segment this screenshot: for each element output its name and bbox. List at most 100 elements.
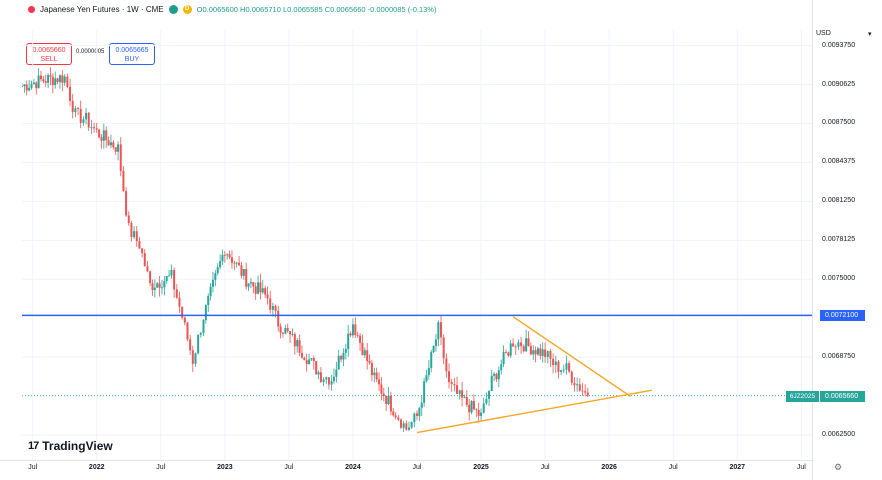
candle-body (165, 276, 168, 282)
candle-body (517, 342, 520, 347)
time-tick: 2022 (88, 464, 105, 471)
candle-body (226, 254, 229, 256)
sell-button[interactable]: 0.0065660 SELL (26, 43, 72, 65)
candle-body (310, 358, 313, 360)
candle-body (361, 342, 364, 356)
candle-body (173, 269, 176, 290)
candle-body (527, 338, 530, 347)
candle-body (432, 345, 435, 353)
candle-body (437, 322, 440, 340)
candle-body (216, 267, 219, 274)
candle-body (366, 350, 369, 362)
candle-body (560, 370, 563, 372)
candle-body (423, 381, 426, 403)
candle-body (117, 144, 120, 152)
candle-body (557, 361, 560, 372)
candle-body (95, 128, 98, 130)
sell-price: 0.0065660 (32, 47, 66, 54)
chevron-down-icon[interactable]: ▾ (868, 31, 872, 38)
delayed-badge[interactable]: D (182, 5, 192, 14)
candle-body (544, 349, 547, 357)
candle-body (245, 268, 248, 287)
candle-body (488, 391, 491, 399)
candle-body (475, 409, 478, 411)
candle-body (183, 317, 186, 323)
candle-body (512, 343, 515, 347)
candle-body (77, 108, 80, 109)
candle-body (49, 75, 52, 77)
candle-body (502, 351, 505, 365)
candle-body (578, 384, 581, 391)
candle-body (493, 373, 496, 376)
candle-body (109, 142, 112, 146)
currency-selector[interactable]: USD (816, 30, 831, 37)
candle-body (303, 357, 306, 361)
candle-body (349, 333, 352, 336)
price-tick: 0.0075000 (822, 275, 856, 283)
price-tick: 0.0068750 (822, 353, 856, 361)
candle-body (199, 333, 202, 335)
candle-body (420, 402, 423, 408)
candle-body (554, 361, 557, 365)
candle-body (413, 413, 416, 423)
gear-icon[interactable]: ⚙ (834, 462, 843, 472)
sell-label: SELL (40, 56, 58, 63)
candle-body (581, 390, 584, 392)
candle-body (315, 360, 318, 375)
candle-body (465, 396, 468, 405)
candle-body (25, 84, 28, 91)
eye-icon[interactable] (168, 5, 178, 14)
buy-button[interactable]: 0.0065665 BUY (109, 43, 155, 65)
candle-body (405, 423, 408, 430)
candle-body (98, 129, 101, 138)
candle-body (497, 370, 500, 380)
candle-body (63, 76, 66, 83)
candle-body (74, 108, 77, 113)
candle-body (495, 373, 498, 380)
candle-body (359, 335, 362, 343)
candle-body (58, 75, 61, 83)
candle-body (368, 361, 371, 363)
candle-body (143, 253, 146, 267)
candle-body (175, 289, 178, 298)
candle-body (418, 407, 421, 416)
candle-body (337, 355, 340, 370)
price-chart[interactable] (22, 30, 812, 460)
candle-body (133, 231, 136, 238)
candle-body (163, 281, 166, 288)
candle-body (112, 142, 115, 148)
candle-body (370, 362, 373, 376)
candle-body (114, 147, 117, 152)
candle-body (286, 328, 289, 332)
candle-body (458, 390, 461, 394)
candle-body (141, 248, 144, 254)
logo-text: TradingView (42, 439, 113, 453)
candle-body (37, 75, 40, 89)
candle-body (490, 375, 493, 392)
candle-body (233, 262, 236, 264)
time-axis[interactable] (0, 460, 812, 480)
candle-body (312, 358, 315, 361)
candle-body (380, 384, 383, 394)
symbol-title[interactable]: Japanese Yen Futures · 1W · CME (40, 5, 164, 14)
candle-body (300, 352, 303, 358)
candle-body (71, 100, 74, 113)
legend-row: Japanese Yen Futures · 1W · CME D O0.006… (28, 5, 436, 14)
candle-body (153, 287, 156, 290)
candle-body (119, 144, 122, 171)
candle-body (293, 333, 296, 347)
candle-body (219, 261, 222, 268)
candle-body (562, 369, 565, 371)
candle-body (392, 411, 395, 416)
candle-body (170, 269, 173, 276)
candle-body (259, 282, 262, 293)
candle-body (342, 352, 345, 360)
candle-body (149, 271, 152, 284)
time-tick: 2026 (601, 464, 617, 471)
tradingview-logo[interactable]: 17 TradingView (28, 439, 113, 453)
candle-body (61, 75, 64, 83)
candle-body (281, 332, 284, 334)
candle-body (102, 130, 105, 141)
candle-body (47, 75, 50, 83)
candle-body (584, 391, 587, 393)
